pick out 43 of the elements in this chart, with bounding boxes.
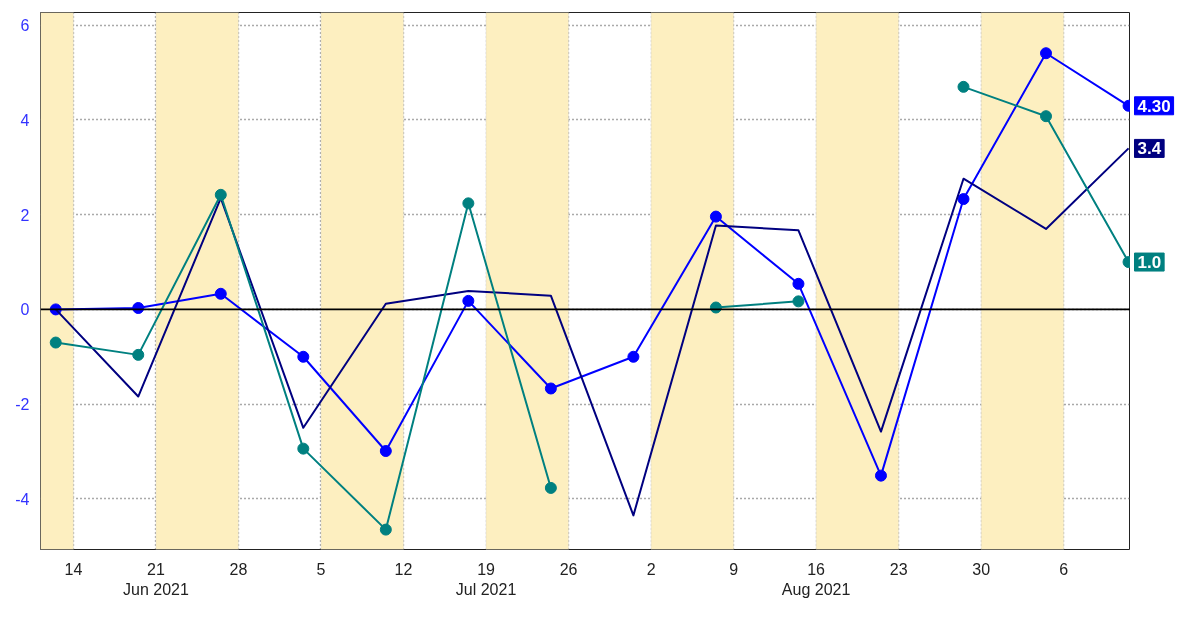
point (957, 80, 970, 93)
x-tick-label: 16 Aug 2021 (781, 560, 851, 598)
point (462, 197, 475, 210)
y-tick-label: 0 (20, 301, 30, 319)
point (462, 294, 475, 307)
x-tick-label: 5 (316, 560, 326, 578)
point (297, 442, 310, 455)
point (214, 188, 227, 201)
point (379, 445, 392, 457)
x-tick-label: 12 (394, 560, 413, 578)
point (627, 350, 640, 363)
x-tick-label: 23 (889, 560, 908, 578)
y-tick-label: 4 (20, 111, 30, 129)
x-tick-label: 14 (64, 560, 83, 578)
y-tick-label: 2 (20, 206, 30, 224)
y-tick-label: 6 (20, 17, 30, 35)
point (49, 336, 62, 349)
point (214, 287, 227, 300)
y-tick-label: -2 (15, 396, 30, 414)
x-tick-label: 19 Jul 2021 (455, 560, 517, 598)
x-tick-label: 6 (1059, 560, 1069, 578)
point (957, 193, 970, 206)
point (544, 382, 557, 395)
point (874, 469, 887, 482)
point (544, 481, 557, 494)
x-tick-label: 28 (229, 560, 248, 578)
x-tick-label: 2 (646, 560, 656, 578)
point (709, 210, 722, 223)
point (1040, 47, 1053, 60)
data-label: 1.0 (1137, 253, 1162, 273)
data-label: 3.4 (1137, 139, 1162, 159)
point (379, 523, 392, 536)
x-tick-label: 21 Jun 2021 (123, 560, 189, 598)
point (297, 350, 310, 363)
point (1040, 110, 1053, 123)
x-tick-label: 9 (729, 560, 739, 578)
data-label: 4.30 (1137, 96, 1171, 116)
point (792, 295, 805, 308)
point (792, 277, 805, 290)
x-tick-label: 30 (972, 560, 991, 578)
point (132, 348, 145, 361)
x-tick-label: 26 (559, 560, 578, 578)
y-tick-label: -4 (15, 490, 30, 508)
